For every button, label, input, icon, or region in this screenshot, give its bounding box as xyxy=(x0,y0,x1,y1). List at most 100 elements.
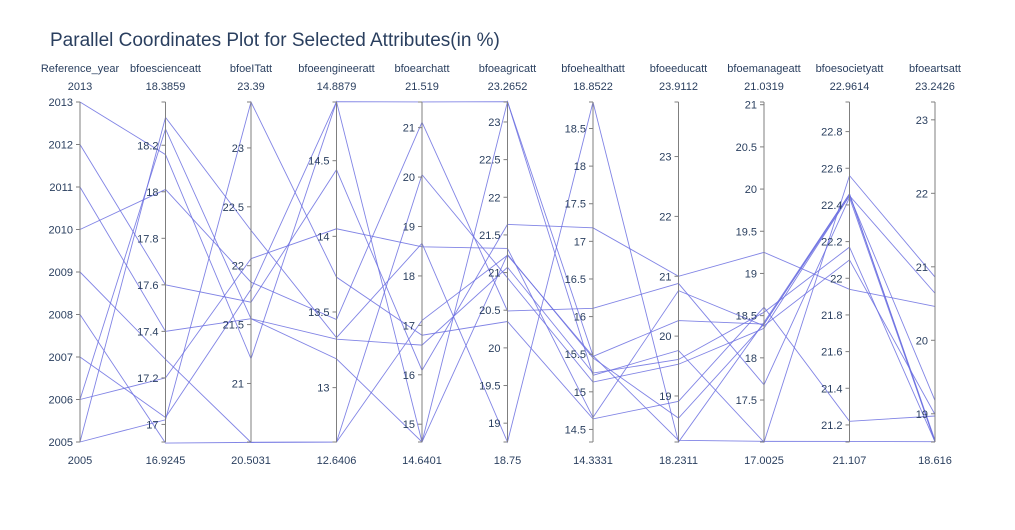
tick-label: 18 xyxy=(146,187,158,199)
tick-label: 17.5 xyxy=(736,395,757,407)
tick-label: 21.6 xyxy=(821,347,842,359)
axis-range-max: 23.2426 xyxy=(915,81,955,93)
axis-name: bfoescienceatt xyxy=(130,63,201,75)
tick-label: 22 xyxy=(659,211,671,223)
tick-label: 21.2 xyxy=(821,420,842,432)
axis-9: bfoemanageatt 21.0319 17.0025 17.5 18 18.5 19 1… xyxy=(727,63,800,467)
axis-10: bfoesocietyatt 22.9614 21.107 21.2 21.4 21.6 2… xyxy=(816,63,884,467)
tick-label: 23 xyxy=(232,143,244,155)
tick-label: 17 xyxy=(574,236,586,248)
axis-name: bfoehealthatt xyxy=(561,63,625,75)
axis-range-min: 21.107 xyxy=(833,455,867,467)
axis-range-min: 18.75 xyxy=(494,455,522,467)
tick-label: 15.5 xyxy=(565,349,586,361)
axis-name: bfoemanageatt xyxy=(727,63,800,75)
axis-name: bfoeengineeratt xyxy=(298,63,374,75)
tick-label: 15 xyxy=(403,419,415,431)
tick-label: 2012 xyxy=(49,140,73,152)
tick-label: 19 xyxy=(745,268,757,280)
axis-8: bfoeeducatt 23.9112 18.2311 19 20 21 22 23 xyxy=(650,63,708,467)
tick-label: 14 xyxy=(317,231,329,243)
axis-range-min: 14.6401 xyxy=(402,455,442,467)
tick-label: 2009 xyxy=(49,267,73,279)
tick-label: 21.5 xyxy=(223,320,244,332)
tick-label: 23 xyxy=(659,152,671,164)
axis-range-max: 23.2652 xyxy=(488,81,528,93)
tick-label: 2011 xyxy=(49,182,73,194)
tick-label: 22 xyxy=(488,192,500,204)
tick-label: 22.2 xyxy=(821,237,842,249)
tick-label: 22.5 xyxy=(479,155,500,167)
tick-label: 17.5 xyxy=(565,199,586,211)
tick-label: 20 xyxy=(488,343,500,355)
tick-label: 14.5 xyxy=(308,156,329,168)
axis-11: bfoeartsatt 23.2426 18.616 19 20 21 22 23 xyxy=(909,63,961,467)
tick-label: 21.5 xyxy=(479,230,500,242)
tick-label: 16 xyxy=(403,370,415,382)
axis-name: bfoeeducatt xyxy=(650,63,708,75)
tick-label: 19.5 xyxy=(736,226,757,238)
tick-label: 17.6 xyxy=(137,280,158,292)
axis-name: bfoeartsatt xyxy=(909,63,961,75)
axis-name: bfoearchatt xyxy=(394,63,449,75)
tick-label: 23 xyxy=(916,115,928,127)
tick-label: 17 xyxy=(403,320,415,332)
axis-range-max: 21.519 xyxy=(405,81,439,93)
tick-label: 2010 xyxy=(49,225,73,237)
tick-label: 18.5 xyxy=(565,123,586,135)
tick-label: 14.5 xyxy=(565,424,586,436)
axis-range-max: 23.39 xyxy=(237,81,265,93)
tick-label: 21 xyxy=(659,271,671,283)
tick-label: 20 xyxy=(916,335,928,347)
tick-label: 22.5 xyxy=(223,202,244,214)
tick-label: 2008 xyxy=(49,310,73,322)
axis-range-max: 21.0319 xyxy=(744,81,784,93)
axis-3: bfoeITatt 23.39 20.5031 21 21.5 22 22.5 23 xyxy=(223,63,273,467)
tick-label: 17.4 xyxy=(137,326,158,338)
tick-label: 20 xyxy=(403,172,415,184)
axis-range-min: 18.616 xyxy=(918,455,952,467)
axis-range-min: 17.0025 xyxy=(744,455,784,467)
tick-label: 19 xyxy=(488,418,500,430)
tick-label: 22 xyxy=(232,261,244,273)
axis-range-min: 20.5031 xyxy=(231,455,271,467)
tick-label: 18.2 xyxy=(137,140,158,152)
tick-label: 22.8 xyxy=(821,127,842,139)
tick-label: 21.8 xyxy=(821,310,842,322)
tick-label: 16 xyxy=(574,312,586,324)
tick-label: 13 xyxy=(317,383,329,395)
tick-label: 2006 xyxy=(49,395,73,407)
tick-label: 21 xyxy=(488,268,500,280)
tick-label: 2013 xyxy=(49,97,73,109)
tick-label: 20.5 xyxy=(736,142,757,154)
axis-name: bfoeITatt xyxy=(230,63,272,75)
tick-label: 19 xyxy=(916,409,928,421)
tick-label: 21 xyxy=(232,378,244,390)
tick-label: 2007 xyxy=(49,352,73,364)
axis-range-max: 14.8879 xyxy=(317,81,357,93)
tick-label: 22 xyxy=(916,188,928,200)
axis-range-min: 18.2311 xyxy=(659,455,698,467)
tick-label: 16.5 xyxy=(565,274,586,286)
axis-range-min: 14.3331 xyxy=(573,455,613,467)
axis-4: bfoeengineeratt 14.8879 12.6406 13 13.5 14 14.… xyxy=(298,63,374,467)
axis-1: Reference_year 2013 2005 2005 2006 2007 2008 20… xyxy=(41,63,120,467)
tick-label: 22.4 xyxy=(821,200,842,212)
tick-label: 21 xyxy=(403,123,415,135)
axis-range-min: 12.6406 xyxy=(317,455,357,467)
axis-5: bfoearchatt 21.519 14.6401 15 16 17 18 19 20 21 xyxy=(394,63,449,467)
tick-label: 13.5 xyxy=(308,307,329,319)
tick-label: 20 xyxy=(745,184,757,196)
tick-label: 17 xyxy=(146,419,158,431)
tick-label: 19 xyxy=(659,391,671,403)
tick-label: 2005 xyxy=(49,437,73,449)
tick-label: 19 xyxy=(403,222,415,234)
tick-label: 19.5 xyxy=(479,381,500,393)
axis-name: bfoeagricatt xyxy=(479,63,536,75)
tick-label: 18 xyxy=(574,161,586,173)
axis-range-max: 18.8522 xyxy=(573,81,613,93)
axis-range-max: 23.9112 xyxy=(659,81,698,93)
tick-label: 20 xyxy=(659,331,671,343)
tick-label: 18.5 xyxy=(736,311,757,323)
